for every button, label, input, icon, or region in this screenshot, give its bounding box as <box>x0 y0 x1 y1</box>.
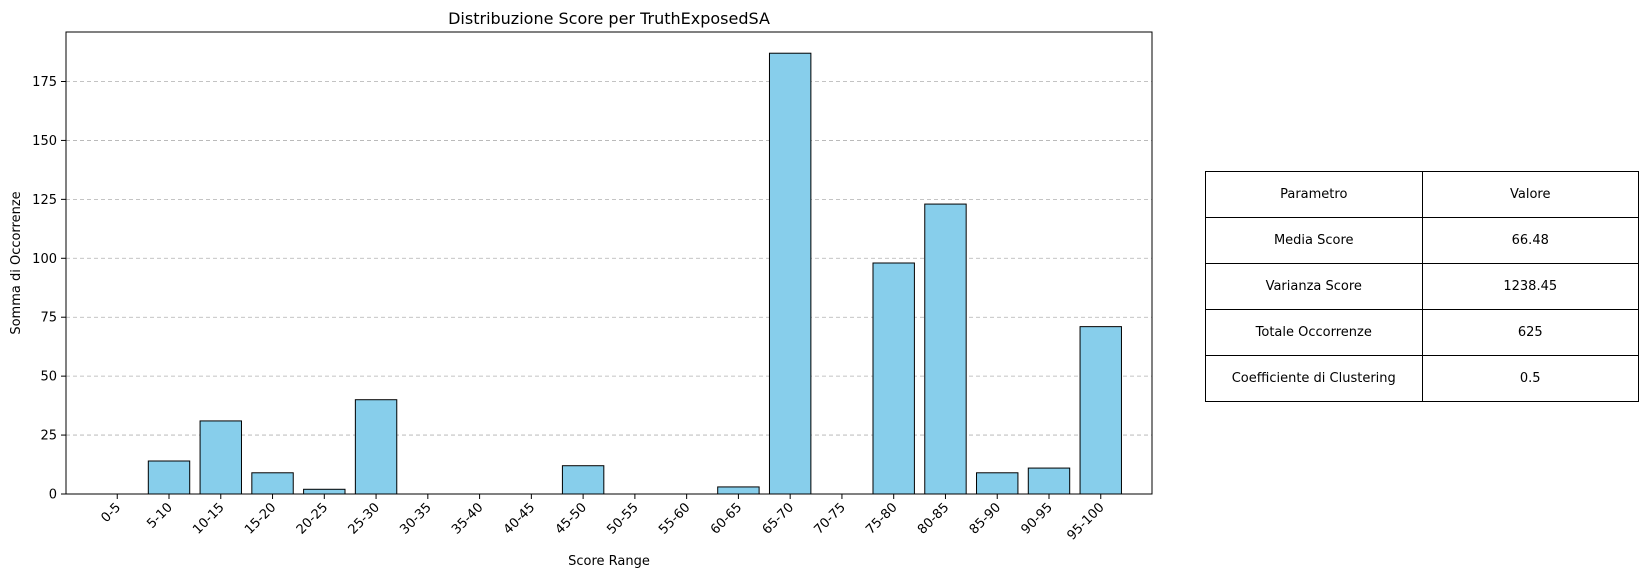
stats-table: Parametro Valore Media Score 66.48 Varia… <box>1205 171 1639 402</box>
table-cell-parameter: Coefficiente di Clustering <box>1205 355 1423 402</box>
x-tick-label: 10-15 <box>190 500 227 537</box>
bar <box>717 486 760 495</box>
x-tick-label: 50-55 <box>604 500 641 537</box>
x-tick-label: 95-100 <box>1064 500 1107 543</box>
bar <box>354 399 398 495</box>
x-tick-label: 0-5 <box>98 500 124 526</box>
bar <box>768 52 812 495</box>
x-tick-label: 40-45 <box>501 500 538 537</box>
bar <box>199 420 242 495</box>
x-tick-label: 85-90 <box>967 500 1004 537</box>
x-axis-label: Score Range <box>568 554 650 569</box>
x-axis-ticks: 0-5 5-10 10-15 15-20 20-25 25-30 30-35 35-40 40-… <box>98 494 1108 543</box>
table-cell-parameter: Media Score <box>1205 217 1423 264</box>
bar <box>1027 467 1071 495</box>
table-cell-value: 1238.45 <box>1421 263 1639 310</box>
bars <box>147 52 1122 495</box>
table-row: Varianza Score 1238.45 <box>1205 263 1639 310</box>
x-tick-label: 70-75 <box>811 500 848 537</box>
plot-frame <box>65 31 1153 495</box>
bar <box>924 203 967 495</box>
y-tick-label: 50 <box>40 370 57 385</box>
y-axis-label: Somma di Occorrenze <box>9 191 24 334</box>
y-tick-label: 100 <box>32 252 57 267</box>
x-tick-label: 5-10 <box>144 500 175 531</box>
x-tick-label: 20-25 <box>294 500 331 537</box>
bar <box>976 472 1019 495</box>
table-row: Totale Occorrenze 625 <box>1205 309 1639 356</box>
bar <box>303 488 346 495</box>
x-tick-label: 45-50 <box>553 500 590 537</box>
table-cell-value: 66.48 <box>1421 217 1639 264</box>
table-row: Media Score 66.48 <box>1205 217 1639 264</box>
table-header-cell: Parametro <box>1205 171 1423 218</box>
x-tick-label: 25-30 <box>346 500 383 537</box>
table-cell-value: 625 <box>1421 309 1639 356</box>
grid-lines <box>66 81 1152 436</box>
table-header-row: Parametro Valore <box>1205 171 1639 218</box>
x-tick-label: 65-70 <box>760 500 797 537</box>
bar <box>147 460 191 495</box>
x-tick-label: 80-85 <box>915 500 952 537</box>
x-tick-label: 55-60 <box>656 500 693 537</box>
x-tick-label: 60-65 <box>708 500 745 537</box>
bar <box>872 262 915 495</box>
table-cell-parameter: Totale Occorrenze <box>1205 309 1423 356</box>
table-cell-value: 0.5 <box>1421 355 1639 402</box>
x-tick-label: 35-40 <box>449 500 486 537</box>
table-row: Coefficiente di Clustering 0.5 <box>1205 355 1639 402</box>
table-header-cell: Valore <box>1421 171 1639 218</box>
bar <box>1079 326 1122 495</box>
x-tick-label: 75-80 <box>863 500 900 537</box>
y-tick-label: 0 <box>49 488 57 503</box>
bar <box>561 465 605 495</box>
table-cell-parameter: Varianza Score <box>1205 263 1423 310</box>
y-axis-ticks: 0 25 50 75 100 125 150 175 <box>32 75 66 503</box>
x-tick-label: 90-95 <box>1018 500 1055 537</box>
y-tick-label: 175 <box>32 75 57 90</box>
y-tick-label: 25 <box>40 429 57 444</box>
y-tick-label: 125 <box>32 193 57 208</box>
y-tick-label: 75 <box>40 311 57 326</box>
bar <box>251 472 294 495</box>
y-tick-label: 150 <box>32 134 57 149</box>
chart-title: Distribuzione Score per TruthExposedSA <box>448 9 770 28</box>
x-tick-label: 15-20 <box>242 500 279 537</box>
x-tick-label: 30-35 <box>397 500 434 537</box>
